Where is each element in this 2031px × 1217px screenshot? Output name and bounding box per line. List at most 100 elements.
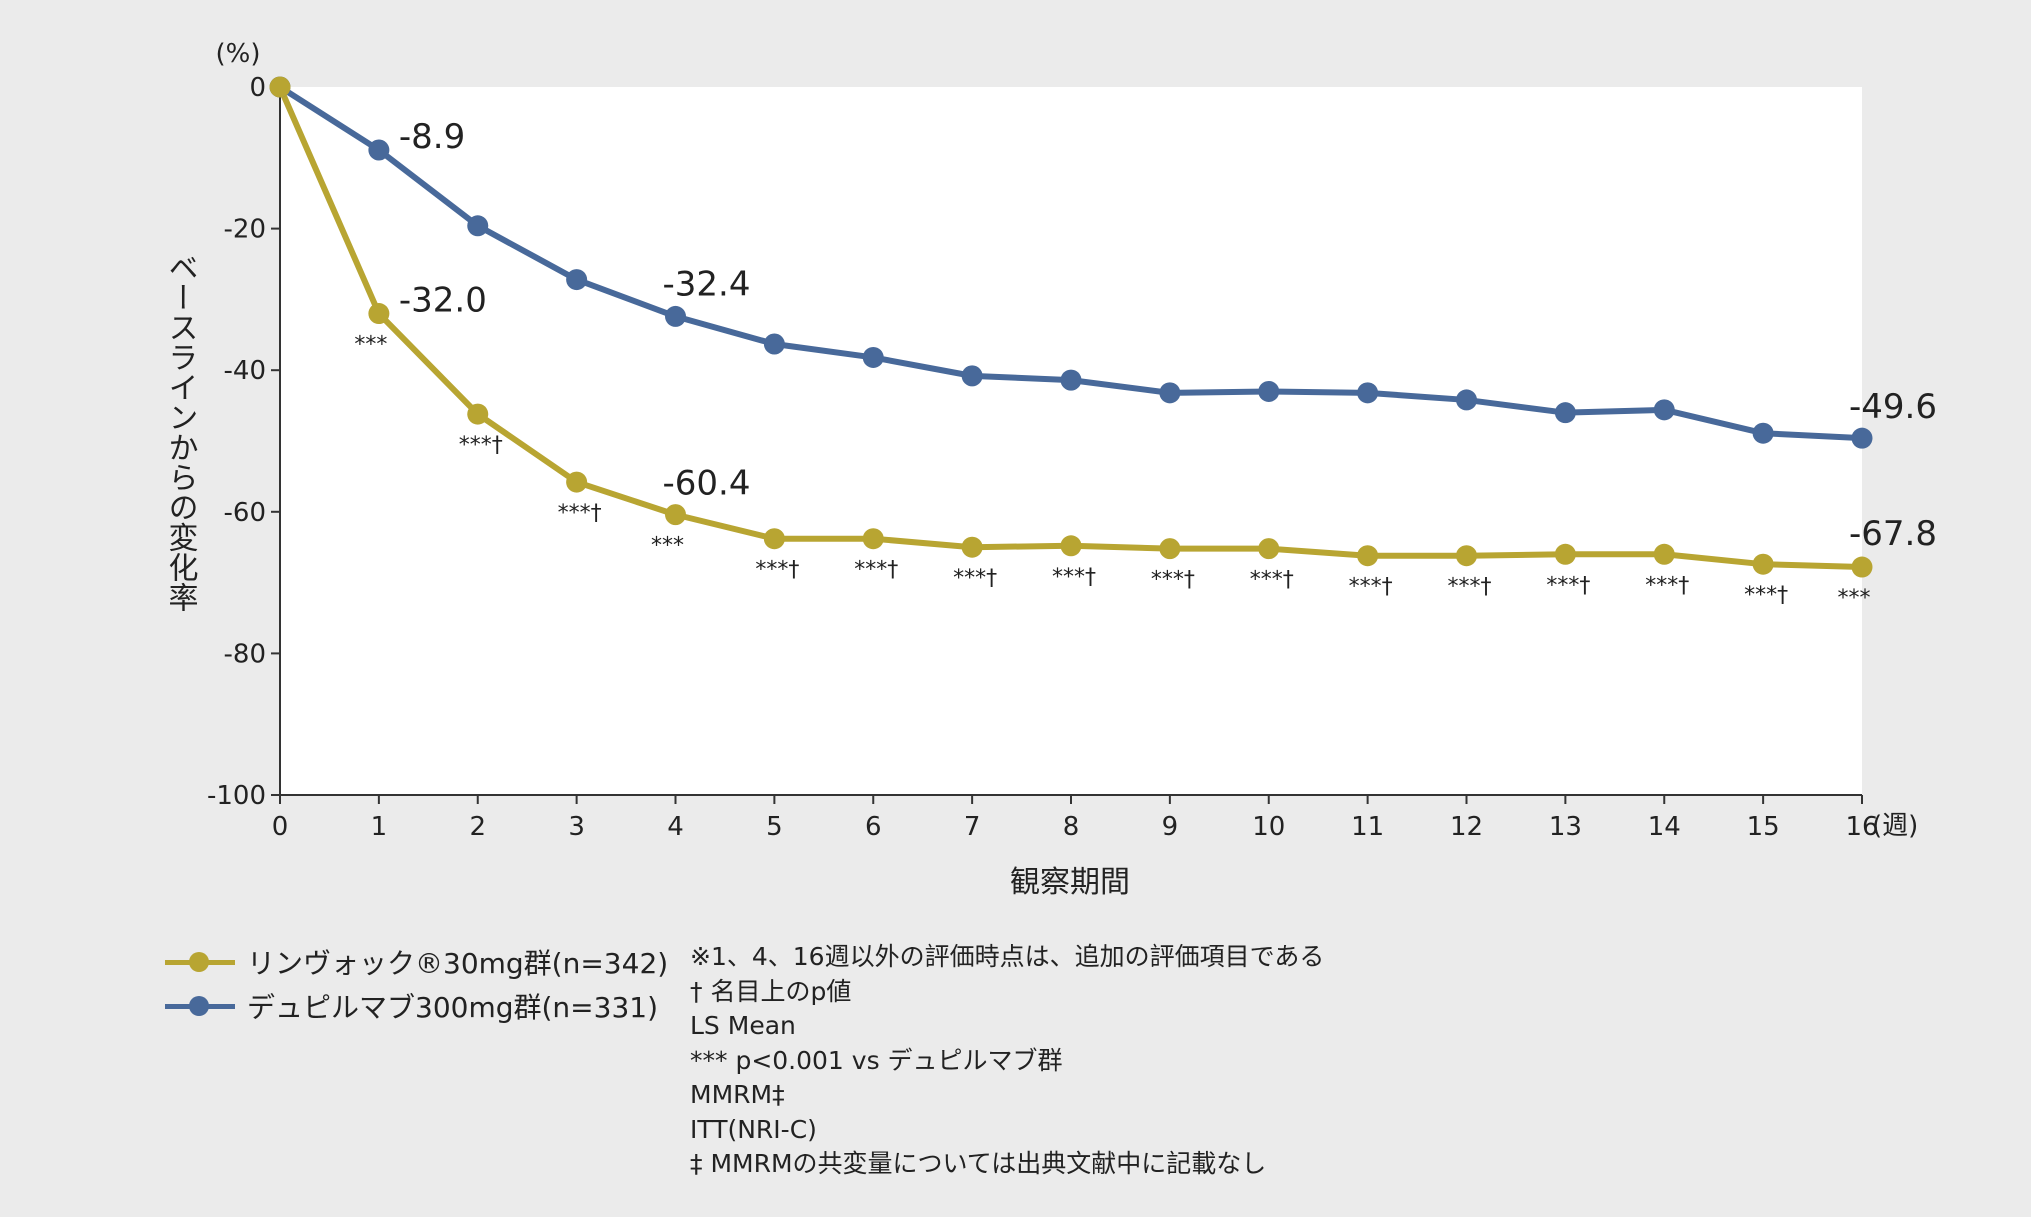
data-point xyxy=(1159,538,1181,560)
significance-marker: ***† xyxy=(1645,573,1689,598)
significance-marker: *** xyxy=(354,333,387,358)
footnote: LS Mean xyxy=(690,1011,796,1040)
footnote: MMRM‡ xyxy=(690,1080,785,1109)
legend-label-rinvoq: リンヴォック®30mg群(n=342) xyxy=(247,947,669,980)
y-unit-label: (%) xyxy=(216,39,261,69)
footnote: ‡ MMRMの共変量については出典文献中に記載なし xyxy=(690,1149,1267,1178)
legend-swatch-rinvoq xyxy=(165,952,235,972)
data-point xyxy=(269,76,291,98)
data-point xyxy=(665,504,686,526)
data-label: -8.9 xyxy=(399,117,465,157)
x-tick-label: 2 xyxy=(469,812,486,842)
x-tick-label: 0 xyxy=(272,812,289,842)
data-label: -60.4 xyxy=(663,464,751,504)
y-tick-label: -40 xyxy=(224,356,266,386)
data-point xyxy=(368,139,390,161)
data-point xyxy=(1554,402,1576,424)
data-point xyxy=(1357,382,1379,404)
significance-marker: ***† xyxy=(1052,565,1096,590)
x-tick-label: 16 xyxy=(1845,812,1878,842)
significance-marker: ***† xyxy=(558,501,602,526)
footnote: *** p<0.001 vs デュピルマブ群 xyxy=(690,1045,1063,1075)
significance-marker: ***† xyxy=(1744,583,1788,608)
significance-marker: ***† xyxy=(1546,573,1590,598)
data-point xyxy=(1653,543,1675,565)
x-axis-title: 観察期間 xyxy=(1010,865,1130,900)
x-tick-label: 5 xyxy=(766,812,783,842)
data-point xyxy=(467,403,489,425)
data-label: -49.6 xyxy=(1849,387,1937,427)
x-tick-label: 1 xyxy=(371,812,388,842)
significance-marker: ***† xyxy=(1151,568,1195,593)
x-tick-label: 13 xyxy=(1549,812,1582,842)
significance-marker: ***† xyxy=(854,558,898,583)
significance-marker: *** xyxy=(1838,586,1871,611)
data-point xyxy=(961,536,983,558)
y-tick-label: 0 xyxy=(249,73,266,103)
x-tick-label: 14 xyxy=(1648,812,1681,842)
legend-item-rinvoq: リンヴォック®30mg群(n=342) xyxy=(165,940,668,984)
x-unit-label: (週) xyxy=(1872,811,1918,841)
data-label: -67.8 xyxy=(1849,514,1937,554)
significance-marker: ***† xyxy=(1448,575,1492,600)
x-tick-label: 12 xyxy=(1450,812,1483,842)
x-tick-label: 8 xyxy=(1063,812,1080,842)
y-tick-label: -100 xyxy=(207,781,266,811)
data-point xyxy=(1159,382,1181,404)
data-point xyxy=(1060,369,1082,391)
data-point xyxy=(862,346,884,368)
data-point xyxy=(1258,380,1280,402)
legend-item-dupilumab: デュピルマブ300mg群(n=331) xyxy=(165,984,668,1028)
footnotes: ※1、4、16週以外の評価時点は、追加の評価項目である † 名目上のp値 LS … xyxy=(690,940,1324,1182)
plot-area xyxy=(280,87,1862,795)
data-point xyxy=(1060,535,1082,557)
significance-marker: ***† xyxy=(755,558,799,583)
y-tick-label: -60 xyxy=(224,498,266,528)
data-point xyxy=(1752,422,1774,444)
data-point xyxy=(368,303,390,325)
data-point xyxy=(467,215,489,237)
footnote: † 名目上のp値 xyxy=(690,976,852,1006)
data-point xyxy=(566,269,588,291)
x-tick-label: 10 xyxy=(1252,812,1285,842)
footnote: ※1、4、16週以外の評価時点は、追加の評価項目である xyxy=(690,942,1325,971)
x-tick-label: 7 xyxy=(964,812,981,842)
data-point xyxy=(1456,545,1477,567)
legend: リンヴォック®30mg群(n=342) デュピルマブ300mg群(n=331) xyxy=(165,940,668,1028)
significance-marker: ***† xyxy=(953,566,997,591)
legend-swatch-dupilumab xyxy=(165,996,235,1016)
x-tick-label: 4 xyxy=(667,812,684,842)
significance-marker: *** xyxy=(651,534,684,559)
y-axis-title: ベースラインからの変化率 xyxy=(163,252,198,612)
significance-marker: ***† xyxy=(1250,568,1294,593)
x-tick-label: 6 xyxy=(865,812,882,842)
data-point xyxy=(763,333,785,355)
y-tick-label: -80 xyxy=(224,639,266,669)
data-point xyxy=(1752,553,1774,575)
series-layer: *** ***† ***† *** ***† ***† ***† ***† ***† ***† **… xyxy=(269,76,1937,611)
data-point xyxy=(1653,399,1675,421)
x-tick-label: 11 xyxy=(1351,812,1384,842)
significance-marker: ***† xyxy=(459,433,503,458)
x-tick-label: 3 xyxy=(568,812,585,842)
data-point xyxy=(961,365,983,387)
data-point xyxy=(665,305,686,327)
legend-label-dupilumab: デュピルマブ300mg群(n=331) xyxy=(247,991,658,1024)
data-point xyxy=(1357,545,1379,567)
data-point xyxy=(1554,543,1576,565)
data-label: -32.4 xyxy=(663,264,751,304)
x-tick-label: 15 xyxy=(1747,812,1780,842)
data-point xyxy=(763,528,785,550)
footnote: ITT(NRI-C) xyxy=(690,1114,817,1144)
data-point xyxy=(1258,538,1280,560)
data-label: -32.0 xyxy=(399,281,487,321)
x-tick-label: 9 xyxy=(1162,812,1179,842)
data-point xyxy=(1851,556,1873,578)
data-point xyxy=(1851,427,1873,449)
data-point xyxy=(862,528,884,550)
significance-marker: ***† xyxy=(1349,575,1393,600)
data-point xyxy=(566,471,588,493)
data-point xyxy=(1456,389,1477,411)
